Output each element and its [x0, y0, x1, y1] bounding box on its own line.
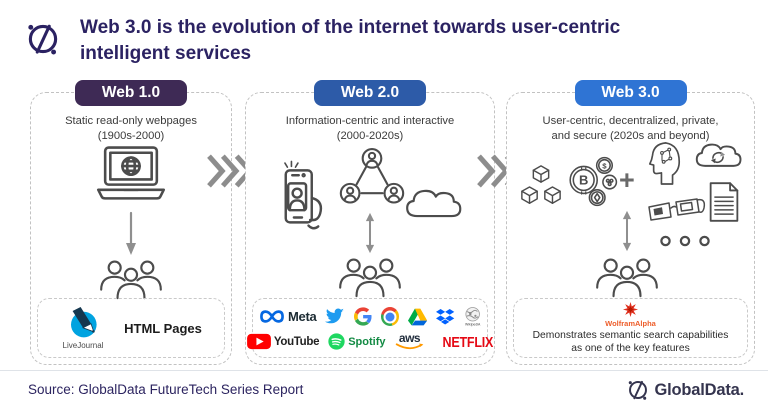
dropbox-icon: [436, 308, 455, 325]
ai-head-icon: [648, 142, 681, 185]
cloud-sync-icon: [695, 143, 742, 167]
meta-infinity-icon: [260, 310, 284, 323]
badge-web2: Web 2.0: [314, 80, 426, 106]
panel-web3-desc-line1: User-centric, decentralized, private,: [542, 115, 719, 127]
spotify-logo: Spotify: [328, 333, 386, 350]
page-title-line1: Web 3.0 is the evolution of the internet…: [80, 17, 621, 38]
panel-web2-description: Information-centric and interactive (200…: [246, 114, 494, 144]
arrow-double-icon: [365, 212, 375, 254]
panel-web3-description: User-centric, decentralized, private, an…: [507, 114, 754, 144]
blockchain-cubes-icon: [521, 165, 561, 204]
laptop-globe-icon: [96, 146, 166, 200]
globaldata-wordmark: GlobalData.: [654, 380, 745, 399]
livejournal-logo: LiveJournal: [54, 306, 112, 350]
badge-web1: Web 1.0: [75, 80, 187, 106]
panel-web2-desc-line2: (2000-2020s): [336, 130, 404, 142]
google-icon: [353, 307, 372, 326]
wolframalpha-icon: [622, 301, 639, 318]
svg-text:$: $: [602, 162, 607, 171]
svg-text:B: B: [579, 173, 588, 188]
plus-sign: +: [619, 165, 635, 195]
globaldata-mark-icon: [28, 24, 58, 55]
twitter-icon: [325, 308, 345, 324]
web3-caption-line1: Demonstrates semantic search capabilitie…: [532, 330, 729, 341]
web3-caption-line2: as one of the key features: [571, 342, 690, 354]
web3-example-box: WolframAlpha Demonstrates semantic searc…: [513, 298, 748, 358]
wolframalpha-label: WolframAlpha: [605, 319, 656, 328]
arrow-double-icon: [622, 210, 632, 252]
aws-smile-icon: [395, 342, 423, 349]
globaldata-brand: GlobalData.: [626, 378, 745, 402]
panel-web1-description: Static read-only webpages (1900s-2000): [31, 114, 231, 144]
badge-web3: Web 3.0: [574, 80, 687, 106]
selfie-phone-icon: [284, 160, 323, 230]
three-dots-icon: [660, 235, 710, 247]
panel-web3-desc-line2: and secure (2020s and beyond): [551, 130, 710, 142]
vr-glasses-icon: [648, 198, 706, 221]
spotify-label: Spotify: [348, 335, 386, 348]
wikipedia-icon: WikipediA: [465, 306, 481, 326]
youtube-logo: YouTube: [246, 333, 320, 350]
brand-row-2: YouTube Spotify aws: [246, 330, 493, 351]
brand-row-1: Meta: [259, 306, 481, 328]
page-title: Web 3.0 is the evolution of the internet…: [80, 15, 720, 67]
panel-web2: Web 2.0 Information-centric and interact…: [245, 80, 495, 365]
web3-example-caption: Demonstrates semantic search capabilitie…: [533, 330, 729, 355]
globaldata-mark-icon: [628, 380, 647, 400]
people-group-icon: [339, 258, 401, 298]
panel-web1-desc-line1: Static read-only webpages: [65, 115, 197, 127]
panel-web3: Web 3.0 User-centric, decentralized, pri…: [506, 80, 755, 365]
web1-examples-box: LiveJournal HTML Pages: [37, 298, 225, 358]
crypto-coins-icon: B $: [569, 156, 618, 207]
source-text: Source: GlobalData FutureTech Series Rep…: [28, 382, 304, 397]
panel-web2-desc-line1: Information-centric and interactive: [285, 115, 455, 127]
netflix-label: NETFLIX: [442, 333, 494, 350]
spotify-icon: [328, 333, 345, 350]
livejournal-icon: [71, 306, 97, 337]
wikipedia-label: WikipediA: [465, 322, 481, 326]
youtube-icon: [246, 333, 271, 350]
chrome-icon: [380, 307, 400, 326]
panel-web1: Web 1.0 Static read-only webpages (1900s…: [30, 80, 232, 365]
people-group-icon: [596, 258, 658, 298]
cloud-icon: [406, 189, 462, 218]
footer-divider: [0, 370, 768, 371]
aws-label: aws: [398, 330, 421, 345]
html-pages-label: HTML Pages: [124, 320, 202, 336]
youtube-label: YouTube: [273, 335, 320, 348]
page-title-line2: intelligent services: [80, 43, 252, 64]
arrow-down-icon: [126, 211, 136, 255]
livejournal-label: LiveJournal: [62, 340, 104, 350]
social-network-icon: [339, 148, 405, 204]
meta-label: Meta: [288, 309, 317, 324]
panel-web1-desc-line2: (1900s-2000): [97, 130, 165, 142]
web2-brands-box: Meta: [246, 298, 493, 358]
aws-logo: aws: [395, 330, 425, 351]
google-drive-icon: [408, 308, 428, 325]
meta-logo: Meta: [259, 308, 317, 325]
document-icon: [709, 182, 739, 222]
people-group-icon: [100, 260, 162, 300]
